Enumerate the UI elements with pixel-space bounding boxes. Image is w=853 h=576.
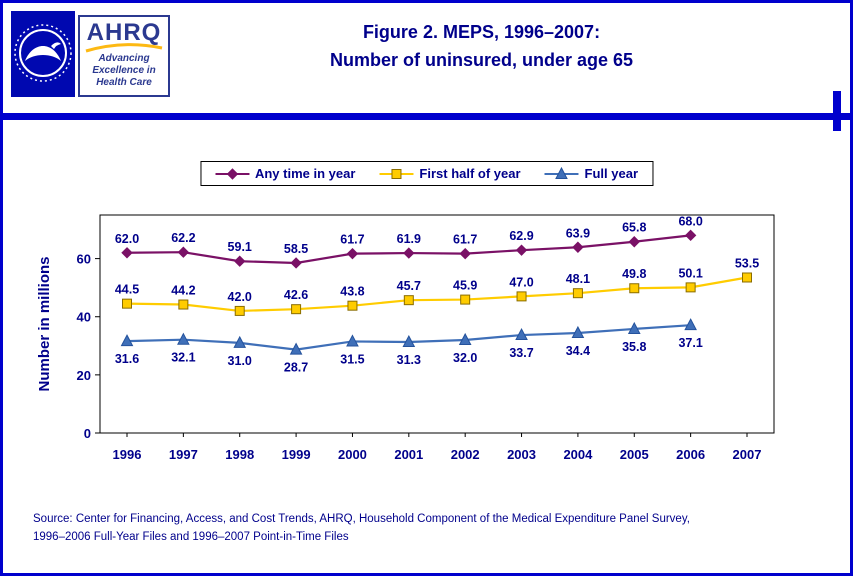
plot-area bbox=[99, 214, 775, 434]
square-marker-icon bbox=[379, 168, 414, 179]
svg-text:60: 60 bbox=[77, 252, 91, 267]
hhs-seal-icon bbox=[11, 11, 75, 97]
series-any-time-in-year: 62.0 62.2 59.1 58.5 61.7 61.9 61.7 62.9 63.9 65.8… bbox=[115, 214, 703, 269]
svg-text:31.6: 31.6 bbox=[115, 352, 139, 366]
svg-text:2007: 2007 bbox=[733, 447, 762, 462]
svg-text:31.3: 31.3 bbox=[397, 353, 421, 367]
svg-text:43.8: 43.8 bbox=[340, 285, 364, 299]
svg-text:45.9: 45.9 bbox=[453, 279, 477, 293]
svg-text:34.4: 34.4 bbox=[566, 344, 590, 358]
svg-text:42.6: 42.6 bbox=[284, 288, 308, 302]
svg-text:61.7: 61.7 bbox=[340, 233, 364, 247]
ahrq-logo-acronym: AHRQ bbox=[86, 19, 162, 46]
svg-text:48.1: 48.1 bbox=[566, 272, 590, 286]
svg-text:31.5: 31.5 bbox=[340, 352, 364, 366]
svg-text:32.0: 32.0 bbox=[453, 351, 477, 365]
ahrq-tagline-line2: Excellence in bbox=[92, 64, 156, 76]
svg-text:20: 20 bbox=[77, 368, 91, 383]
ahrq-tagline-line3: Health Care bbox=[96, 76, 152, 88]
svg-text:1996: 1996 bbox=[113, 447, 142, 462]
svg-text:2005: 2005 bbox=[620, 447, 649, 462]
svg-text:61.7: 61.7 bbox=[453, 233, 477, 247]
chart: 0 20 40 60 1996 1997 1998 1999 2000 2001 2002 2003 2… bbox=[77, 214, 775, 462]
svg-text:0: 0 bbox=[84, 426, 91, 441]
svg-text:35.8: 35.8 bbox=[622, 340, 646, 354]
legend-label: First half of year bbox=[419, 166, 521, 181]
svg-text:2003: 2003 bbox=[507, 447, 536, 462]
svg-text:1998: 1998 bbox=[225, 447, 254, 462]
svg-text:42.0: 42.0 bbox=[228, 290, 252, 304]
svg-text:59.1: 59.1 bbox=[228, 240, 252, 254]
svg-text:61.9: 61.9 bbox=[397, 232, 421, 246]
svg-text:65.8: 65.8 bbox=[622, 221, 646, 235]
legend-item-first-half-of-year: First half of year bbox=[379, 166, 521, 181]
svg-text:62.9: 62.9 bbox=[509, 229, 533, 243]
svg-text:58.5: 58.5 bbox=[284, 242, 308, 256]
legend-label: Any time in year bbox=[254, 166, 356, 181]
diamond-marker-icon bbox=[214, 167, 249, 180]
svg-text:2000: 2000 bbox=[338, 447, 367, 462]
svg-text:49.8: 49.8 bbox=[622, 267, 646, 281]
series-full-year: 31.6 32.1 31.0 28.7 31.5 31.3 32.0 33.7 34.4 35.8… bbox=[115, 318, 703, 375]
chart-legend: Any time in year First half of year Full y… bbox=[199, 161, 654, 186]
header-accent-bar bbox=[833, 91, 841, 131]
triangle-marker-icon bbox=[544, 166, 579, 179]
svg-text:1999: 1999 bbox=[282, 447, 311, 462]
svg-text:28.7: 28.7 bbox=[284, 361, 308, 375]
legend-item-full-year: Full year bbox=[544, 166, 639, 181]
figure-title: Figure 2. MEPS, 1996–2007: Number of uni… bbox=[173, 19, 790, 75]
svg-text:40: 40 bbox=[77, 310, 91, 325]
svg-text:32.1: 32.1 bbox=[171, 351, 195, 365]
svg-text:63.9: 63.9 bbox=[566, 226, 590, 240]
header-divider bbox=[3, 113, 850, 120]
svg-text:45.7: 45.7 bbox=[397, 279, 421, 293]
legend-label: Full year bbox=[584, 166, 639, 181]
svg-text:1997: 1997 bbox=[169, 447, 198, 462]
svg-text:47.0: 47.0 bbox=[509, 275, 533, 289]
svg-text:68.0: 68.0 bbox=[678, 214, 702, 228]
ahrq-swoosh-icon bbox=[85, 43, 163, 53]
source-note: Source: Center for Financing, Access, an… bbox=[33, 511, 830, 547]
y-axis: 0 20 40 60 bbox=[77, 252, 100, 441]
source-line1: Source: Center for Financing, Access, an… bbox=[33, 513, 690, 525]
y-axis-label: Number in millions bbox=[36, 256, 53, 392]
svg-text:44.5: 44.5 bbox=[115, 283, 139, 297]
svg-text:2001: 2001 bbox=[394, 447, 423, 462]
svg-text:2004: 2004 bbox=[563, 447, 593, 462]
ahrq-logo: AHRQ Advancing Excellence in Health Care bbox=[78, 15, 170, 97]
source-line2: 1996–2006 Full-Year Files and 1996–2007 … bbox=[33, 530, 349, 543]
ahrq-tagline: Advancing Excellence in Health Care bbox=[80, 53, 168, 88]
hhs-logo bbox=[11, 11, 75, 97]
svg-text:31.0: 31.0 bbox=[228, 354, 252, 368]
series-first-half-of-year: 44.5 44.2 42.0 42.6 43.8 45.7 45.9 47.0 48.1 49.8… bbox=[115, 256, 759, 316]
svg-text:2006: 2006 bbox=[676, 447, 705, 462]
svg-text:50.1: 50.1 bbox=[678, 266, 702, 280]
svg-text:62.2: 62.2 bbox=[171, 231, 195, 245]
svg-text:37.1: 37.1 bbox=[678, 336, 702, 350]
svg-text:62.0: 62.0 bbox=[115, 232, 139, 246]
figure-title-line2: Number of uninsured, under age 65 bbox=[329, 49, 634, 70]
svg-text:2002: 2002 bbox=[451, 447, 480, 462]
ahrq-tagline-line1: Advancing bbox=[98, 53, 150, 64]
x-axis: 1996 1997 1998 1999 2000 2001 2002 2003 2004 2005… bbox=[113, 433, 762, 462]
legend-item-any-time-in-year: Any time in year bbox=[214, 166, 356, 181]
figure-title-line1: Figure 2. MEPS, 1996–2007: bbox=[362, 22, 601, 42]
svg-text:44.2: 44.2 bbox=[171, 284, 195, 298]
svg-text:53.5: 53.5 bbox=[735, 256, 759, 270]
svg-text:33.7: 33.7 bbox=[509, 346, 533, 360]
